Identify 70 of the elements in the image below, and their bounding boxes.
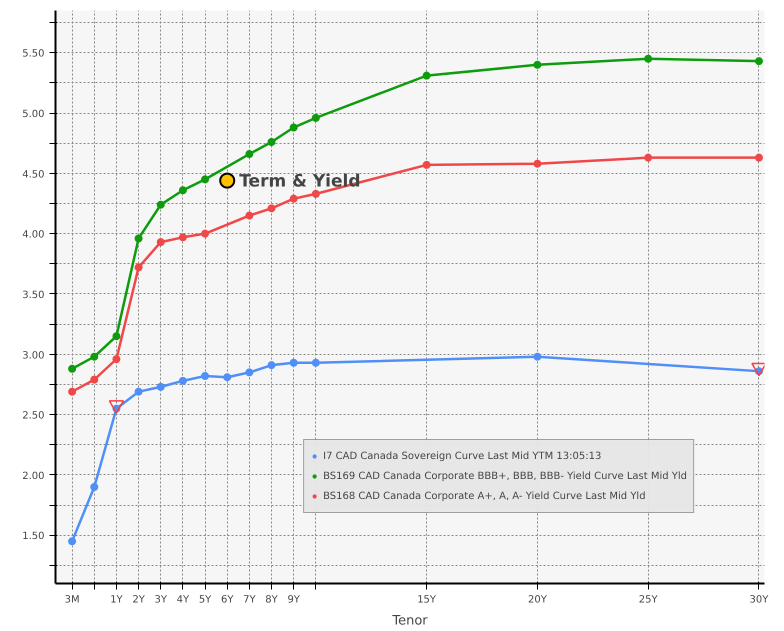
x-tick-label: 3Y — [154, 594, 168, 606]
point — [156, 382, 165, 391]
point — [268, 361, 276, 370]
point — [156, 200, 165, 209]
point — [312, 114, 320, 122]
point — [178, 186, 187, 194]
x-tick-label: 15Y — [417, 594, 437, 606]
y-tick-label: 4.50 — [22, 169, 44, 180]
point — [112, 355, 120, 364]
point — [533, 352, 542, 361]
point — [90, 483, 98, 491]
point — [290, 358, 298, 367]
point — [422, 160, 431, 169]
point — [533, 160, 542, 168]
point — [754, 57, 763, 66]
point — [533, 60, 542, 69]
y-tick-label: 5.00 — [22, 109, 44, 120]
point — [754, 154, 763, 162]
x-tick-label: 5Y — [198, 594, 212, 606]
point — [422, 72, 431, 80]
legend-label: BS169 CAD Canada Corporate BBB+, BBB, BBB- Yield Curve Last Mid Yld — [323, 470, 687, 482]
legend-label: BS168 CAD Canada Corporate A+, A, A- Yield Curve Last Mid Yld — [323, 490, 646, 502]
point — [178, 376, 187, 385]
point — [90, 376, 98, 384]
point — [68, 364, 76, 373]
x-tick-label: 2Y — [132, 594, 146, 606]
point — [268, 138, 276, 146]
point — [268, 204, 276, 212]
y-tick-label: 3.50 — [22, 290, 44, 301]
point — [156, 238, 165, 246]
x-tick-label: 25Y — [638, 594, 658, 606]
point — [644, 54, 652, 63]
point — [68, 388, 76, 396]
x-tick-label: 8Y — [265, 594, 279, 606]
point — [134, 234, 143, 242]
point — [201, 230, 210, 238]
x-tick-label: 30Y — [750, 594, 770, 606]
point — [312, 190, 320, 198]
y-tick-label: 4.00 — [22, 230, 44, 241]
x-axis-title: Tenor — [391, 614, 428, 628]
x-tick-label: 3M — [64, 594, 80, 606]
x-tick-label: 9Y — [287, 594, 301, 606]
point — [245, 368, 254, 376]
point — [68, 537, 76, 546]
annotation: Term & Yield — [239, 172, 361, 192]
x-tick-label: 1Y — [110, 594, 124, 606]
point — [134, 263, 143, 272]
x-tick-label: 20Y — [528, 594, 548, 606]
x-tick-label: 7Y — [243, 594, 256, 606]
point — [312, 358, 320, 367]
y-tick-label: 3.00 — [22, 350, 44, 362]
point — [290, 194, 298, 203]
point — [178, 233, 187, 242]
point — [201, 175, 210, 184]
y-tick-label: 1.50 — [22, 531, 44, 542]
point — [201, 372, 210, 380]
y-tick-label: 5.50 — [22, 48, 44, 60]
point — [245, 150, 254, 158]
point — [223, 373, 232, 382]
point — [90, 352, 98, 361]
x-tick-label: 4Y — [176, 594, 190, 606]
y-tick-label: 2.00 — [22, 470, 44, 482]
y-tick-label: 2.50 — [22, 410, 44, 422]
legend-label: I7 CAD Canada Sovereign Curve Last Mid YTM 13:05:13 — [323, 450, 602, 462]
point — [134, 388, 143, 396]
point — [290, 124, 298, 132]
x-tick-label: 6Y — [220, 594, 234, 606]
point — [112, 332, 120, 340]
point — [644, 154, 652, 162]
point — [245, 212, 254, 220]
